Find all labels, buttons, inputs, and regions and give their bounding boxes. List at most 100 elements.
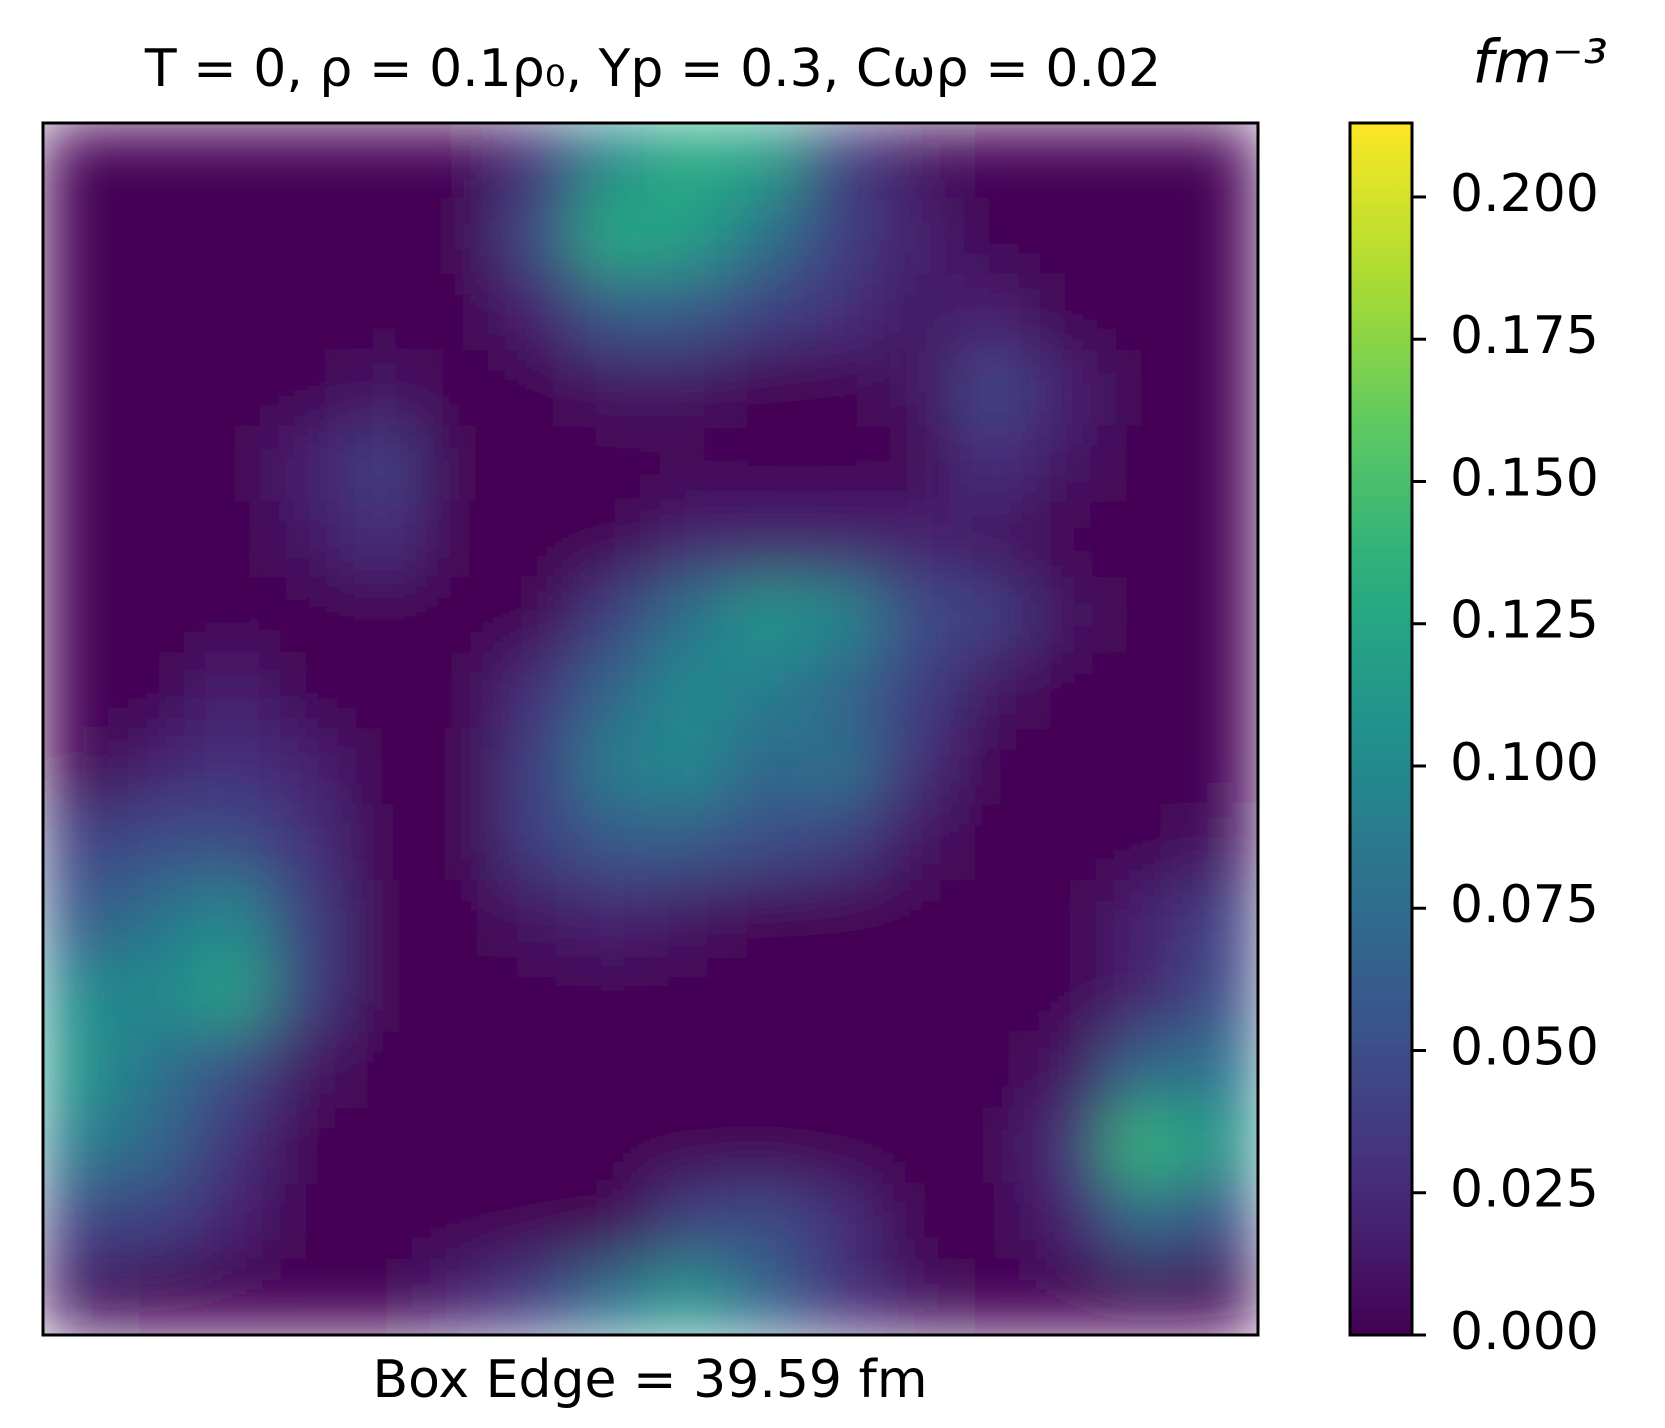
heatmap-cell (422, 1258, 500, 1335)
heatmap-cell (194, 1031, 272, 1109)
heatmap-cell (346, 577, 424, 654)
heatmap-cell (270, 198, 348, 275)
heatmap-cell (801, 1031, 879, 1109)
heatmap-cell (574, 1107, 651, 1184)
heatmap-cell (194, 274, 272, 351)
heatmap-cell (118, 198, 196, 275)
heatmap-cell (1029, 880, 1107, 957)
heatmap-cell (1105, 577, 1183, 654)
heatmap-cell (270, 1258, 348, 1335)
heatmap-cell (877, 123, 955, 200)
heatmap-cell (574, 955, 651, 1033)
colorbar-tick-label: 0.175 (1450, 306, 1599, 366)
heatmap-cell (118, 1107, 196, 1184)
heatmap-cell (650, 123, 727, 200)
heatmap-cell (1105, 198, 1183, 275)
heatmap-cell (801, 425, 879, 503)
heatmap-cell (953, 804, 1031, 881)
heatmap-cell (346, 274, 424, 351)
heatmap-cell (1181, 501, 1258, 578)
colorbar (1348, 121, 1414, 1337)
heatmap-cell (801, 652, 879, 730)
chart-title: T = 0, ρ = 0.1ρ₀, Yp = 0.3, Cωρ = 0.02 (144, 39, 1161, 99)
heatmap-cell (1029, 274, 1107, 351)
heatmap-cell (1029, 123, 1107, 200)
heatmap-cell (574, 425, 651, 503)
heatmap-cell (498, 1183, 576, 1260)
heatmap-cells (43, 123, 1258, 1335)
colorbar-tick-label: 0.075 (1450, 875, 1599, 935)
heatmap-cell (1029, 652, 1107, 730)
heatmap-cell (498, 577, 576, 654)
heatmap-cell (1181, 123, 1258, 200)
heatmap-cell (498, 955, 576, 1033)
heatmap-cell (1181, 955, 1258, 1033)
colorbar-tick-label: 0.025 (1450, 1160, 1599, 1220)
colorbar-tick-label: 0.125 (1450, 591, 1599, 651)
heatmap-cell (801, 349, 879, 427)
heatmap-cell (877, 501, 955, 578)
heatmap-cell (1029, 577, 1107, 654)
heatmap-cell (953, 1107, 1031, 1184)
heatmap-cell (953, 955, 1031, 1033)
heatmap-cell (650, 425, 727, 503)
colorbar-tick-label: 0.100 (1450, 733, 1599, 793)
heatmap-cell (650, 349, 727, 427)
heatmap-cell (498, 1031, 576, 1109)
heatmap-cell (1181, 880, 1258, 957)
heatmap-cell (194, 652, 272, 730)
heatmap-cell (1181, 274, 1258, 351)
heatmap-cell (801, 955, 879, 1033)
heatmap-cell (953, 501, 1031, 578)
heatmap-cell (725, 1107, 803, 1184)
heatmap-cell (877, 1258, 955, 1335)
heatmap-cell (43, 123, 120, 200)
heatmap-cell (270, 274, 348, 351)
heatmap-cell (574, 501, 651, 578)
heatmap-cell (346, 1183, 424, 1260)
heatmap-cell (43, 198, 120, 275)
heatmap-cell (725, 1258, 803, 1335)
heatmap-cell (118, 123, 196, 200)
heatmap-cell (498, 425, 576, 503)
heatmap-cell (877, 804, 955, 881)
heatmap-cell (43, 1107, 120, 1184)
heatmap-cell (1105, 123, 1183, 200)
heatmap-cell (725, 728, 803, 806)
heatmap-cell (346, 123, 424, 200)
heatmap-cell (194, 1107, 272, 1184)
heatmap-cell (801, 1183, 879, 1260)
heatmap-cell (877, 577, 955, 654)
heatmap-cell (194, 804, 272, 881)
heatmap-cell (118, 1031, 196, 1109)
heatmap-cell (650, 804, 727, 881)
heatmap-cell (498, 501, 576, 578)
heatmap-cell (1105, 1107, 1183, 1184)
heatmap-cell (194, 123, 272, 200)
heatmap (43, 123, 1258, 1335)
heatmap-cell (118, 652, 196, 730)
heatmap-cell (194, 728, 272, 806)
heatmap-cell (1105, 349, 1183, 427)
heatmap-cell (1181, 1107, 1258, 1184)
heatmap-cell (650, 955, 727, 1033)
heatmap-cell (1105, 425, 1183, 503)
heatmap-cell (1181, 1031, 1258, 1109)
colorbar-tick-label: 0.200 (1450, 164, 1599, 224)
heatmap-cell (574, 880, 651, 957)
heatmap-cell (194, 1183, 272, 1260)
heatmap-cell (953, 123, 1031, 200)
heatmap-cell (43, 880, 120, 957)
heatmap-cell (194, 880, 272, 957)
heatmap-cell (1181, 804, 1258, 881)
heatmap-cell (346, 349, 424, 427)
heatmap-cell (43, 728, 120, 806)
heatmap-cell (498, 652, 576, 730)
heatmap-cell (422, 425, 500, 503)
heatmap-cell (422, 880, 500, 957)
heatmap-cell (270, 349, 348, 427)
heatmap-cell (270, 1031, 348, 1109)
heatmap-cell (422, 955, 500, 1033)
heatmap-cell (43, 1183, 120, 1260)
